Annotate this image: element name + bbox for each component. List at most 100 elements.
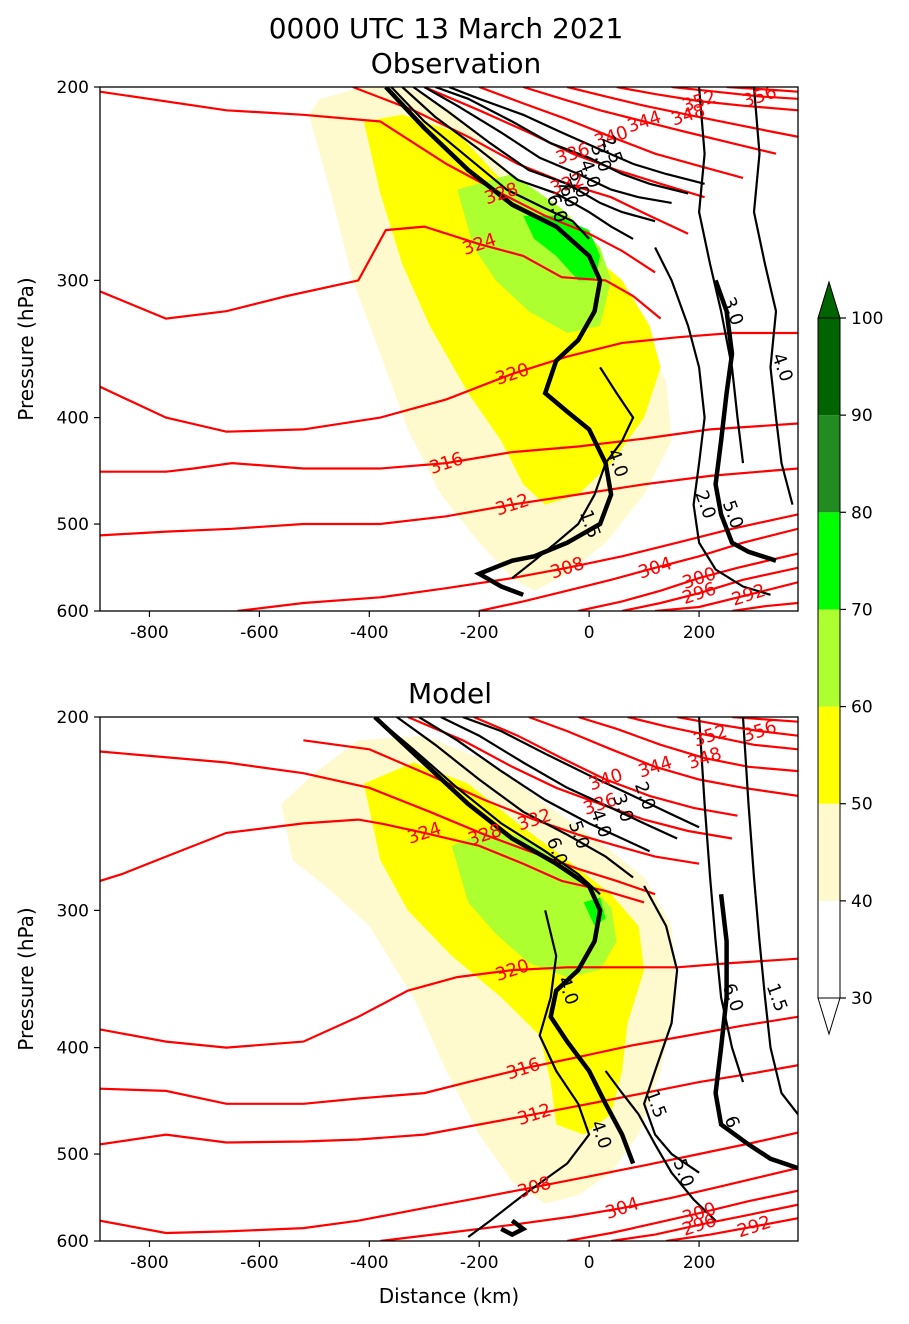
black-contour-line bbox=[642, 885, 700, 1174]
red-contour-336 bbox=[423, 87, 705, 199]
red-contour-336 bbox=[407, 717, 733, 840]
filled-region-60 bbox=[457, 174, 612, 333]
black-contour-label: 6.0 bbox=[718, 980, 748, 1014]
black-contour-line bbox=[448, 87, 705, 185]
colorbar-frame bbox=[817, 317, 841, 999]
x-tick-label: -800 bbox=[130, 623, 169, 643]
red-contour-340 bbox=[473, 717, 738, 817]
red-contour-352 bbox=[627, 717, 798, 751]
red-contour-324 bbox=[100, 818, 645, 904]
black-contour-line bbox=[396, 717, 634, 879]
filled-region-70 bbox=[523, 215, 601, 281]
black-contour-line bbox=[423, 87, 672, 204]
red-contour-320 bbox=[100, 331, 798, 433]
colorbar-tick-label: 60 bbox=[851, 698, 873, 718]
x-tick-label: -400 bbox=[350, 623, 389, 643]
x-tick-label: -400 bbox=[350, 1253, 389, 1273]
black-contour-label: 3.0 bbox=[718, 294, 748, 328]
y-tick-label: 200 bbox=[57, 708, 89, 728]
red-contour-304 bbox=[380, 1167, 798, 1241]
x-tick-label: 200 bbox=[683, 1253, 715, 1273]
x-tick-label: -200 bbox=[460, 623, 499, 643]
colorbar-extend-max bbox=[817, 280, 841, 319]
x-tick-label: 0 bbox=[584, 623, 595, 643]
y-tick-label: 300 bbox=[57, 271, 89, 291]
black-contour-thick bbox=[373, 717, 636, 1165]
red-contour-344 bbox=[522, 87, 777, 155]
figure-title: 0000 UTC 13 March 2021 bbox=[269, 12, 624, 45]
colorbar-tick-label: 100 bbox=[851, 309, 883, 329]
black-contour-line bbox=[374, 717, 601, 896]
colorbar-segment-50 bbox=[818, 706, 840, 804]
x-tick-label: -200 bbox=[460, 1253, 499, 1273]
red-contour-348 bbox=[577, 717, 798, 773]
y-tick-label: 300 bbox=[57, 901, 89, 921]
filled-region-60 bbox=[451, 827, 617, 978]
black-contour-line bbox=[741, 717, 798, 1115]
x-tick-label: 0 bbox=[584, 1253, 595, 1273]
black-contour-line bbox=[440, 717, 678, 840]
y-tick-label: 600 bbox=[57, 602, 89, 622]
x-tick-label: -600 bbox=[240, 1253, 279, 1273]
red-contour-300 bbox=[567, 1189, 798, 1241]
y-axis-label: Pressure (hPa) bbox=[14, 277, 38, 420]
colorbar-tick-label: 70 bbox=[851, 600, 873, 620]
red-contour-292 bbox=[665, 1217, 798, 1241]
colorbar-segment-30 bbox=[818, 900, 840, 998]
colorbar-extend-min bbox=[817, 997, 841, 1036]
black-contour-line bbox=[434, 87, 689, 195]
y-tick-label: 500 bbox=[57, 1145, 89, 1165]
red-contour-308 bbox=[100, 1131, 798, 1235]
black-contour-line bbox=[412, 87, 656, 223]
black-contour-thick bbox=[384, 87, 614, 597]
black-contour-label: 5.0 bbox=[668, 1156, 698, 1190]
colorbar-tick-label: 90 bbox=[851, 406, 873, 426]
black-contour-line bbox=[697, 87, 745, 464]
colorbar-tick-label: 30 bbox=[851, 989, 873, 1009]
black-contour-line bbox=[467, 910, 591, 1238]
red-contour-312 bbox=[100, 467, 798, 537]
red-contour-300 bbox=[577, 552, 798, 611]
red-contour-312 bbox=[100, 1064, 798, 1146]
black-contour-thick bbox=[713, 893, 798, 1171]
black-contour-line bbox=[604, 1070, 717, 1222]
black-contour-label: 6. bbox=[720, 1113, 746, 1136]
red-contour-348 bbox=[566, 87, 798, 138]
colorbar-segment-90 bbox=[818, 318, 840, 416]
black-contour-label: 6. bbox=[555, 182, 581, 205]
red-contour-296 bbox=[610, 1203, 798, 1241]
filled-region-50 bbox=[363, 114, 661, 505]
red-contour-352 bbox=[616, 87, 798, 112]
red-contour-324 bbox=[100, 225, 662, 320]
red-contour-296 bbox=[621, 566, 798, 611]
red-contour-356 bbox=[676, 717, 798, 737]
y-tick-label: 400 bbox=[57, 1039, 89, 1059]
black-contour-line bbox=[390, 87, 590, 240]
y-tick-label: 400 bbox=[57, 409, 89, 429]
black-contour-line bbox=[752, 87, 794, 505]
colorbar-tick-label: 80 bbox=[851, 503, 873, 523]
plot-frame bbox=[99, 86, 799, 612]
colorbar-tick-label: 40 bbox=[851, 892, 873, 912]
black-contour-line bbox=[462, 717, 700, 829]
red-contour-308 bbox=[237, 513, 798, 611]
colorbar-segment-40 bbox=[818, 803, 840, 901]
plot-frame bbox=[99, 716, 799, 1242]
red-contour-332 bbox=[303, 739, 700, 865]
red-contour-356 bbox=[671, 87, 798, 100]
black-contour-line bbox=[698, 717, 745, 1083]
colorbar: 30 40 50 60 70 80 90 100 bbox=[817, 280, 883, 1036]
red-contour-328 bbox=[100, 90, 656, 274]
black-contour-label: 1.5 bbox=[641, 1087, 671, 1121]
black-contour-thick bbox=[500, 1218, 528, 1238]
red-contour-288 bbox=[731, 601, 798, 611]
x-tick-label: 200 bbox=[683, 623, 715, 643]
colorbar-segment-70 bbox=[818, 512, 840, 610]
red-contour-316 bbox=[100, 1015, 798, 1105]
x-axis-label: Distance (km) bbox=[379, 1284, 519, 1308]
black-contour-line bbox=[401, 87, 634, 240]
